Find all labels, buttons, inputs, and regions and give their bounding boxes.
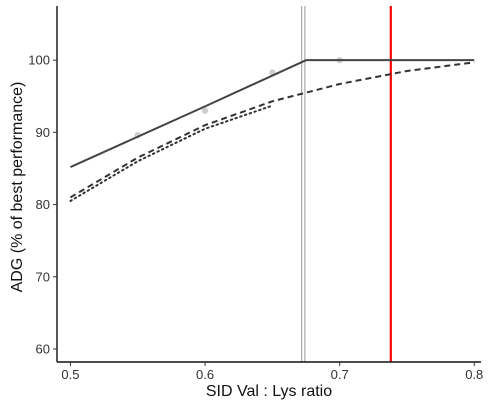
- x-tick-label: 0.7: [331, 367, 349, 382]
- y-tick-label: 70: [36, 269, 50, 284]
- series-line-dotted: [69, 104, 274, 202]
- data-point-2: [201, 107, 209, 114]
- axes: [56, 6, 481, 363]
- x-tick-label: 0.8: [465, 367, 483, 382]
- y-tick-label: 60: [36, 342, 50, 357]
- series-line-dashed: [69, 61, 475, 199]
- y-ticks: 60 70 80 90 100: [28, 53, 57, 357]
- y-axis-title: ADG (% of best performance): [9, 82, 26, 293]
- y-tick-label: 90: [36, 125, 50, 140]
- x-tick-label: 0.6: [196, 367, 214, 382]
- x-axis-title: SID Val : Lys ratio: [206, 383, 332, 400]
- y-tick-label: 80: [36, 197, 50, 212]
- y-tick-label: 100: [28, 53, 50, 68]
- plot-area: [69, 6, 475, 362]
- x-ticks: 0.5 0.6 0.7 0.8: [61, 362, 483, 382]
- series-line-solid: [70, 59, 475, 168]
- x-tick-label: 0.5: [61, 367, 79, 382]
